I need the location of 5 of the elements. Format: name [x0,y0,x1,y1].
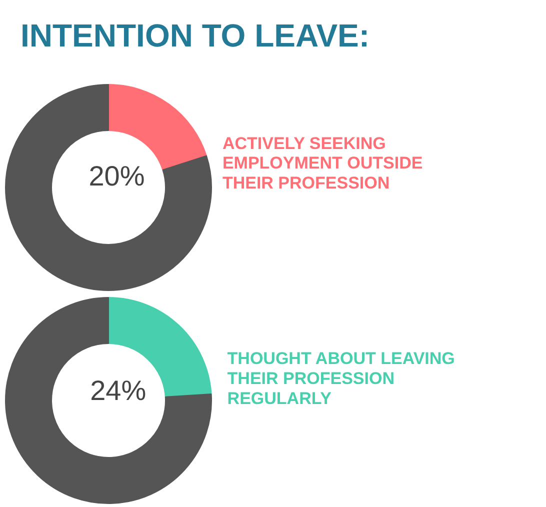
slice-label: THOUGHT ABOUT LEAVING THEIR PROFESSION REGULARLY [227,349,455,408]
data-label: 24% [90,374,146,406]
slice-label: ACTIVELY SEEKING EMPLOYMENT OUTSIDE THEIR PROFESSION [222,134,423,193]
data-label: 20% [88,160,145,192]
chart-title: INTENTION TO LEAVE: [20,18,370,54]
